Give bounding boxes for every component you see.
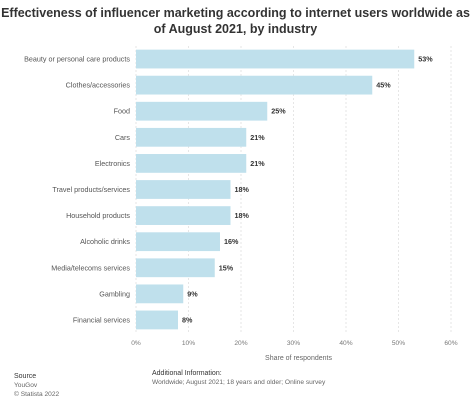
source-name[interactable]: YouGov xyxy=(14,382,38,389)
additional-info-block: Additional Information: Worldwide; Augus… xyxy=(152,369,325,387)
bar[interactable] xyxy=(136,75,373,95)
category-label: Gambling xyxy=(99,289,130,298)
category-label: Cars xyxy=(115,133,131,142)
additional-info-text: Worldwide; August 2021; 18 years and old… xyxy=(152,379,326,386)
copyright: © Statista 2022 xyxy=(14,391,60,398)
value-labels: 53% 45% 25% 21% 21% 18% 18% 16% 15% 9% 8% xyxy=(182,55,433,325)
bar[interactable] xyxy=(136,49,415,69)
bars xyxy=(136,49,415,330)
value-label: 9% xyxy=(187,289,198,298)
x-axis-ticks: 0% 10% 20% 30% 40% 50% 60% xyxy=(131,340,457,347)
category-label: Electronics xyxy=(95,159,131,168)
bar[interactable] xyxy=(136,180,231,199)
x-tick-label: 20% xyxy=(234,340,247,347)
chart-title: Effectiveness of influencer marketing ac… xyxy=(1,6,470,36)
category-labels: Beauty or personal care products Clothes/… xyxy=(24,55,130,325)
category-label: Alcoholic drinks xyxy=(80,237,130,246)
bar[interactable] xyxy=(136,310,178,330)
additional-info-heading: Additional Information: xyxy=(152,370,222,377)
value-label: 45% xyxy=(376,81,391,90)
x-tick-label: 30% xyxy=(287,340,300,347)
value-label: 18% xyxy=(235,185,250,194)
value-label: 25% xyxy=(271,107,286,116)
value-label: 21% xyxy=(250,133,265,142)
category-label: Travel products/services xyxy=(52,185,130,194)
x-tick-label: 0% xyxy=(131,340,141,347)
source-heading: Source xyxy=(14,373,37,380)
bar[interactable] xyxy=(136,232,220,252)
bar[interactable] xyxy=(136,258,215,278)
category-label: Food xyxy=(114,107,130,116)
category-label: Beauty or personal care products xyxy=(24,55,130,64)
bar[interactable] xyxy=(136,101,268,121)
category-label: Household products xyxy=(66,211,130,220)
value-label: 21% xyxy=(250,159,265,168)
x-tick-label: 10% xyxy=(182,340,195,347)
value-label: 15% xyxy=(219,263,234,272)
bar[interactable] xyxy=(136,206,231,225)
category-label: Financial services xyxy=(73,315,131,324)
x-tick-label: 60% xyxy=(444,340,457,347)
x-axis-label: Share of respondents xyxy=(265,355,332,362)
value-label: 16% xyxy=(224,237,239,246)
value-label: 18% xyxy=(235,211,250,220)
value-label: 53% xyxy=(418,55,433,64)
source-block: Source YouGov © Statista 2022 xyxy=(14,372,59,399)
x-tick-label: 40% xyxy=(339,340,352,347)
value-label: 8% xyxy=(182,315,193,324)
category-label: Clothes/accessories xyxy=(66,81,131,90)
bar[interactable] xyxy=(136,284,184,304)
bar[interactable] xyxy=(136,127,247,147)
x-tick-label: 50% xyxy=(392,340,405,347)
category-label: Media/telecoms services xyxy=(51,263,130,272)
bar[interactable] xyxy=(136,154,247,173)
